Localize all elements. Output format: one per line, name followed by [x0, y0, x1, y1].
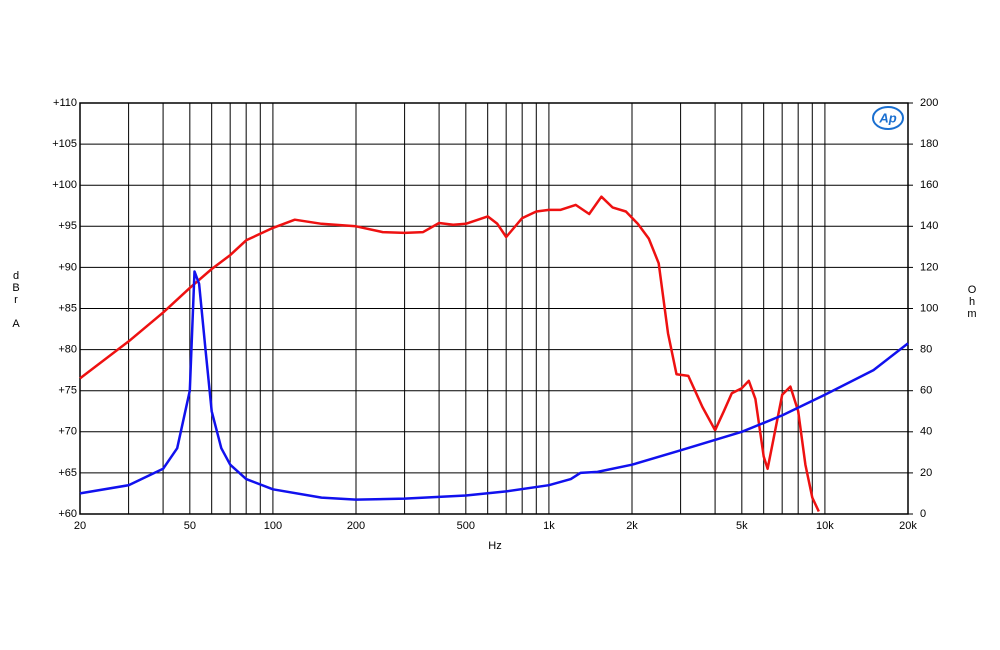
- y2-axis-label: Ohm: [966, 284, 978, 320]
- x-tick-label: 100: [264, 520, 282, 532]
- x-tick-label: 5k: [736, 520, 748, 532]
- y2-tick-label: 140: [920, 220, 938, 232]
- x-tick-label: 200: [347, 520, 365, 532]
- y2-tick-label: 120: [920, 261, 938, 273]
- y-tick-label: +105: [52, 138, 77, 150]
- curve: [79, 195, 820, 513]
- y2-tick-label: 20: [920, 467, 932, 479]
- y-tick-label: +70: [58, 426, 77, 438]
- x-tick-label: 50: [184, 520, 196, 532]
- y-tick-label: +85: [58, 302, 77, 314]
- logo-ring: [872, 106, 904, 130]
- y2-tick-label: 80: [920, 344, 932, 356]
- logo: Ap: [878, 110, 896, 125]
- x-tick-label: 20k: [899, 520, 917, 532]
- x-tick-label: 2k: [626, 520, 638, 532]
- x-tick-label: 1k: [543, 520, 555, 532]
- y-tick-label: +110: [53, 97, 77, 109]
- y-axis-label: dBr A: [10, 270, 22, 330]
- y2-tick-label: 40: [920, 426, 932, 438]
- y-tick-label: +90: [58, 261, 77, 273]
- y2-tick-label: 180: [920, 138, 938, 150]
- y2-tick-label: 200: [920, 97, 938, 109]
- x-tick-label: 20: [74, 520, 86, 532]
- curve: [79, 270, 909, 501]
- y-tick-label: +60: [58, 508, 77, 520]
- x-tick-label: 10k: [816, 520, 834, 532]
- y2-tick-label: 0: [920, 508, 926, 520]
- x-tick-label: 500: [457, 520, 475, 532]
- y-tick-label: +65: [58, 467, 77, 479]
- y-tick-label: +80: [58, 344, 77, 356]
- y-tick-label: +75: [58, 385, 77, 397]
- y2-tick-label: 160: [920, 179, 938, 191]
- y-tick-label: +100: [52, 179, 77, 191]
- y-tick-label: +95: [58, 220, 77, 232]
- x-axis-label: Hz: [488, 540, 501, 552]
- y2-tick-label: 60: [920, 385, 932, 397]
- y2-tick-label: 100: [920, 302, 938, 314]
